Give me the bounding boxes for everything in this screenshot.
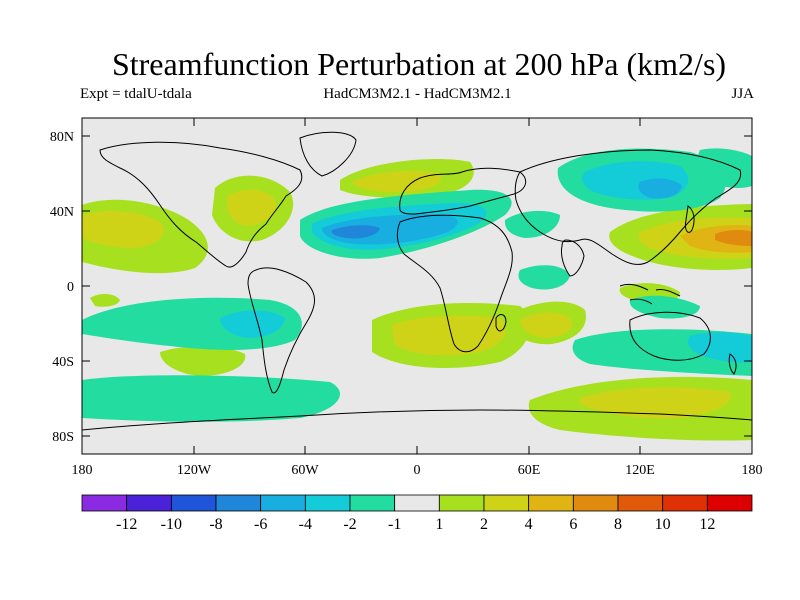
lon-label-120e: 120E [625, 463, 655, 478]
lon-label-180-west: 180 [72, 463, 93, 478]
lon-label-60w: 60W [291, 463, 319, 478]
colorbar-label: 8 [614, 516, 622, 533]
contour-neg-africa [518, 265, 570, 290]
colorbar-swatch [394, 494, 440, 512]
colorbar-swatch [572, 494, 619, 512]
contour-pos-europe-core [352, 170, 441, 193]
colorbar-swatch [81, 494, 128, 512]
coastline-north-america [99, 141, 303, 268]
colorbar-swatch [126, 494, 172, 512]
colorbar-swatch [483, 494, 530, 512]
lon-label-120w: 120W [177, 463, 212, 478]
coastline-africa [396, 214, 513, 353]
experiment-label: Expt = tdalU-tdala [80, 86, 192, 102]
lon-ticks [81, 118, 753, 454]
lon-label-0: 0 [414, 463, 421, 478]
lat-label-equator: 0 [67, 280, 74, 295]
colorbar-swatch [617, 494, 664, 512]
lat-label-80s: 80S [52, 430, 74, 445]
colorbar-label: 6 [569, 516, 577, 533]
colorbar-label: -8 [209, 516, 222, 533]
contour-neg-south-pacific-core [220, 310, 285, 338]
colorbar-swatch [528, 494, 574, 512]
colorbar-label: -4 [299, 516, 312, 533]
colorbar-swatch [662, 494, 708, 512]
colorbar: -12 -10 -8 -6 -4 -2 -1 1 2 4 6 8 10 12 [81, 494, 753, 533]
colorbar-label: -6 [254, 516, 267, 533]
lon-label-180-east: 180 [742, 463, 763, 478]
contour-neg-tropical-north-peak [331, 225, 380, 239]
coastline-madagascar [495, 314, 507, 332]
coastline-europe [399, 167, 527, 215]
lat-label-40n: 40N [50, 205, 74, 220]
season-label: JJA [731, 86, 754, 102]
colorbar-swatch [170, 494, 217, 512]
contour-pos-small-pacific [90, 294, 120, 307]
colorbar-swatch [349, 494, 396, 512]
colorbar-label: -1 [388, 516, 401, 533]
colorbar-swatch [215, 494, 262, 512]
colorbar-label: 4 [525, 516, 533, 533]
coastline-new-zealand [728, 353, 737, 375]
coastline-indonesia [619, 283, 681, 305]
coastline-antarctica [82, 409, 752, 431]
coastlines [82, 131, 752, 431]
contour-neg-north-asia-peak [638, 178, 682, 199]
colorbar-label: 2 [480, 516, 488, 533]
coastline-australia [629, 311, 711, 361]
coastline-asia [514, 149, 742, 265]
model-label: HadCM3M2.1 - HadCM3M2.1 [323, 86, 512, 102]
contour-neg-southern-band [82, 375, 340, 422]
map-title: Streamfunction Perturbation at 200 hPa (… [111, 46, 727, 82]
colorbar-swatch [304, 494, 351, 512]
coastline-japan [685, 205, 695, 233]
contour-fields [82, 148, 752, 441]
contour-pos-south-atlantic-core [392, 315, 506, 356]
lat-label-40s: 40S [52, 355, 74, 370]
contour-pos-west-pacific-left-core [82, 210, 164, 248]
coastline-india [561, 239, 585, 277]
lat-label-80n: 80N [50, 130, 74, 145]
contour-neg-indian-south-core [688, 332, 752, 363]
contour-pos-south-pacific [160, 346, 246, 376]
contour-pos-indian-ocean-core [520, 312, 573, 338]
contour-neg-arctic-asia [698, 148, 752, 188]
colorbar-label: -10 [161, 516, 182, 533]
colorbar-swatch [260, 494, 306, 512]
colorbar-label: -12 [116, 516, 137, 533]
colorbar-swatch [706, 494, 753, 512]
contour-pos-southern-ocean-core [580, 387, 731, 419]
colorbar-swatch [438, 494, 485, 512]
colorbar-label: -2 [343, 516, 356, 533]
colorbar-label: 12 [699, 516, 715, 533]
lon-label-60e: 60E [518, 463, 541, 478]
lat-ticks [82, 135, 752, 437]
colorbar-label: 1 [435, 516, 443, 533]
contour-pos-north-atlantic-core [226, 189, 277, 226]
colorbar-label: 10 [655, 516, 671, 533]
coastline-south-america [247, 267, 315, 394]
coastline-greenland [299, 131, 357, 177]
contour-pos-east-asia-peak [715, 230, 752, 246]
contour-neg-arabia [504, 210, 560, 238]
